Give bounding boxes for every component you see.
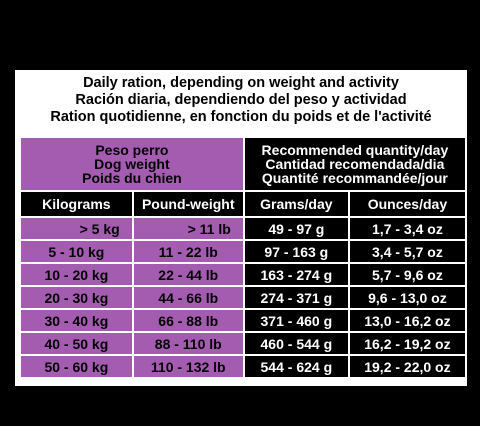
recommended-quantity-header-es: Cantidad recomendada/dia — [265, 156, 445, 172]
dog-weight-header: Peso perro Dog weight Poids du chien — [21, 138, 243, 190]
table-row: 30 - 40 kg 66 - 88 lb 371 - 460 g 13,0 -… — [21, 310, 465, 331]
cell-pounds: 44 - 66 lb — [133, 287, 243, 308]
recommended-quantity-header: Recommended quantity/day Cantidad recome… — [244, 138, 465, 190]
cell-ounces: 1,7 - 3,4 oz — [349, 218, 465, 239]
title-french: Ration quotidienne, en fonction du poids… — [50, 109, 432, 125]
cell-ounces: 16,2 - 19,2 oz — [349, 333, 465, 354]
cell-grams: 97 - 163 g — [244, 241, 348, 262]
table-row: 10 - 20 kg 22 - 44 lb 163 - 274 g 5,7 - … — [21, 264, 465, 285]
ration-table-panel: Daily ration, depending on weight and ac… — [15, 70, 467, 386]
column-header-pound-weight: Pound-weight — [133, 192, 243, 216]
title-spanish: Ración diaria, dependiendo del peso y ac… — [75, 92, 407, 108]
cell-pounds: 66 - 88 lb — [133, 310, 243, 331]
column-header-row: Kilograms Pound-weight Grams/day Ounces/… — [21, 192, 465, 216]
cell-kilograms: 5 - 10 kg — [21, 241, 132, 262]
cell-grams: 49 - 97 g — [244, 218, 348, 239]
cell-pounds: 22 - 44 lb — [133, 264, 243, 285]
recommended-quantity-header-en: Recommended quantity/day — [261, 142, 449, 158]
column-header-grams-day: Grams/day — [244, 192, 348, 216]
title-english: Daily ration, depending on weight and ac… — [83, 75, 399, 91]
table-row: 40 - 50 kg 88 - 110 lb 460 - 544 g 16,2 … — [21, 333, 465, 354]
cell-pounds: 110 - 132 lb — [133, 356, 243, 377]
cell-kilograms: 20 - 30 kg — [21, 287, 132, 308]
cell-ounces: 5,7 - 9,6 oz — [349, 264, 465, 285]
dog-weight-header-fr: Poids du chien — [82, 170, 182, 186]
page-title: Daily ration, depending on weight and ac… — [15, 75, 467, 126]
cell-ounces: 19,2 - 22,0 oz — [349, 356, 465, 377]
table-row: 50 - 60 kg 110 - 132 lb 544 - 624 g 19,2… — [21, 356, 465, 377]
cell-kilograms: 50 - 60 kg — [21, 356, 132, 377]
table-row: 20 - 30 kg 44 - 66 lb 274 - 371 g 9,6 - … — [21, 287, 465, 308]
cell-pounds: > 11 lb — [133, 218, 243, 239]
table-row: 5 - 10 kg 11 - 22 lb 97 - 163 g 3,4 - 5,… — [21, 241, 465, 262]
column-header-ounces-day: Ounces/day — [349, 192, 465, 216]
table-row: > 5 kg > 11 lb 49 - 97 g 1,7 - 3,4 oz — [21, 218, 465, 239]
cell-kilograms: > 5 kg — [21, 218, 132, 239]
cell-ounces: 3,4 - 5,7 oz — [349, 241, 465, 262]
cell-kilograms: 10 - 20 kg — [21, 264, 132, 285]
header-row: Peso perro Dog weight Poids du chien Rec… — [21, 138, 465, 190]
ration-table: Peso perro Dog weight Poids du chien Rec… — [19, 136, 467, 379]
recommended-quantity-header-fr: Quantité recommandée/jour — [261, 170, 448, 186]
cell-kilograms: 40 - 50 kg — [21, 333, 132, 354]
cell-pounds: 11 - 22 lb — [133, 241, 243, 262]
cell-ounces: 9,6 - 13,0 oz — [349, 287, 465, 308]
cell-grams: 460 - 544 g — [244, 333, 348, 354]
cell-grams: 544 - 624 g — [244, 356, 348, 377]
cell-kilograms: 30 - 40 kg — [21, 310, 132, 331]
dog-weight-header-en: Dog weight — [94, 156, 170, 172]
cell-grams: 163 - 274 g — [244, 264, 348, 285]
cell-grams: 371 - 460 g — [244, 310, 348, 331]
dog-weight-header-es: Peso perro — [95, 142, 169, 158]
column-header-kilograms: Kilograms — [21, 192, 132, 216]
cell-grams: 274 - 371 g — [244, 287, 348, 308]
cell-pounds: 88 - 110 lb — [133, 333, 243, 354]
cell-ounces: 13,0 - 16,2 oz — [349, 310, 465, 331]
